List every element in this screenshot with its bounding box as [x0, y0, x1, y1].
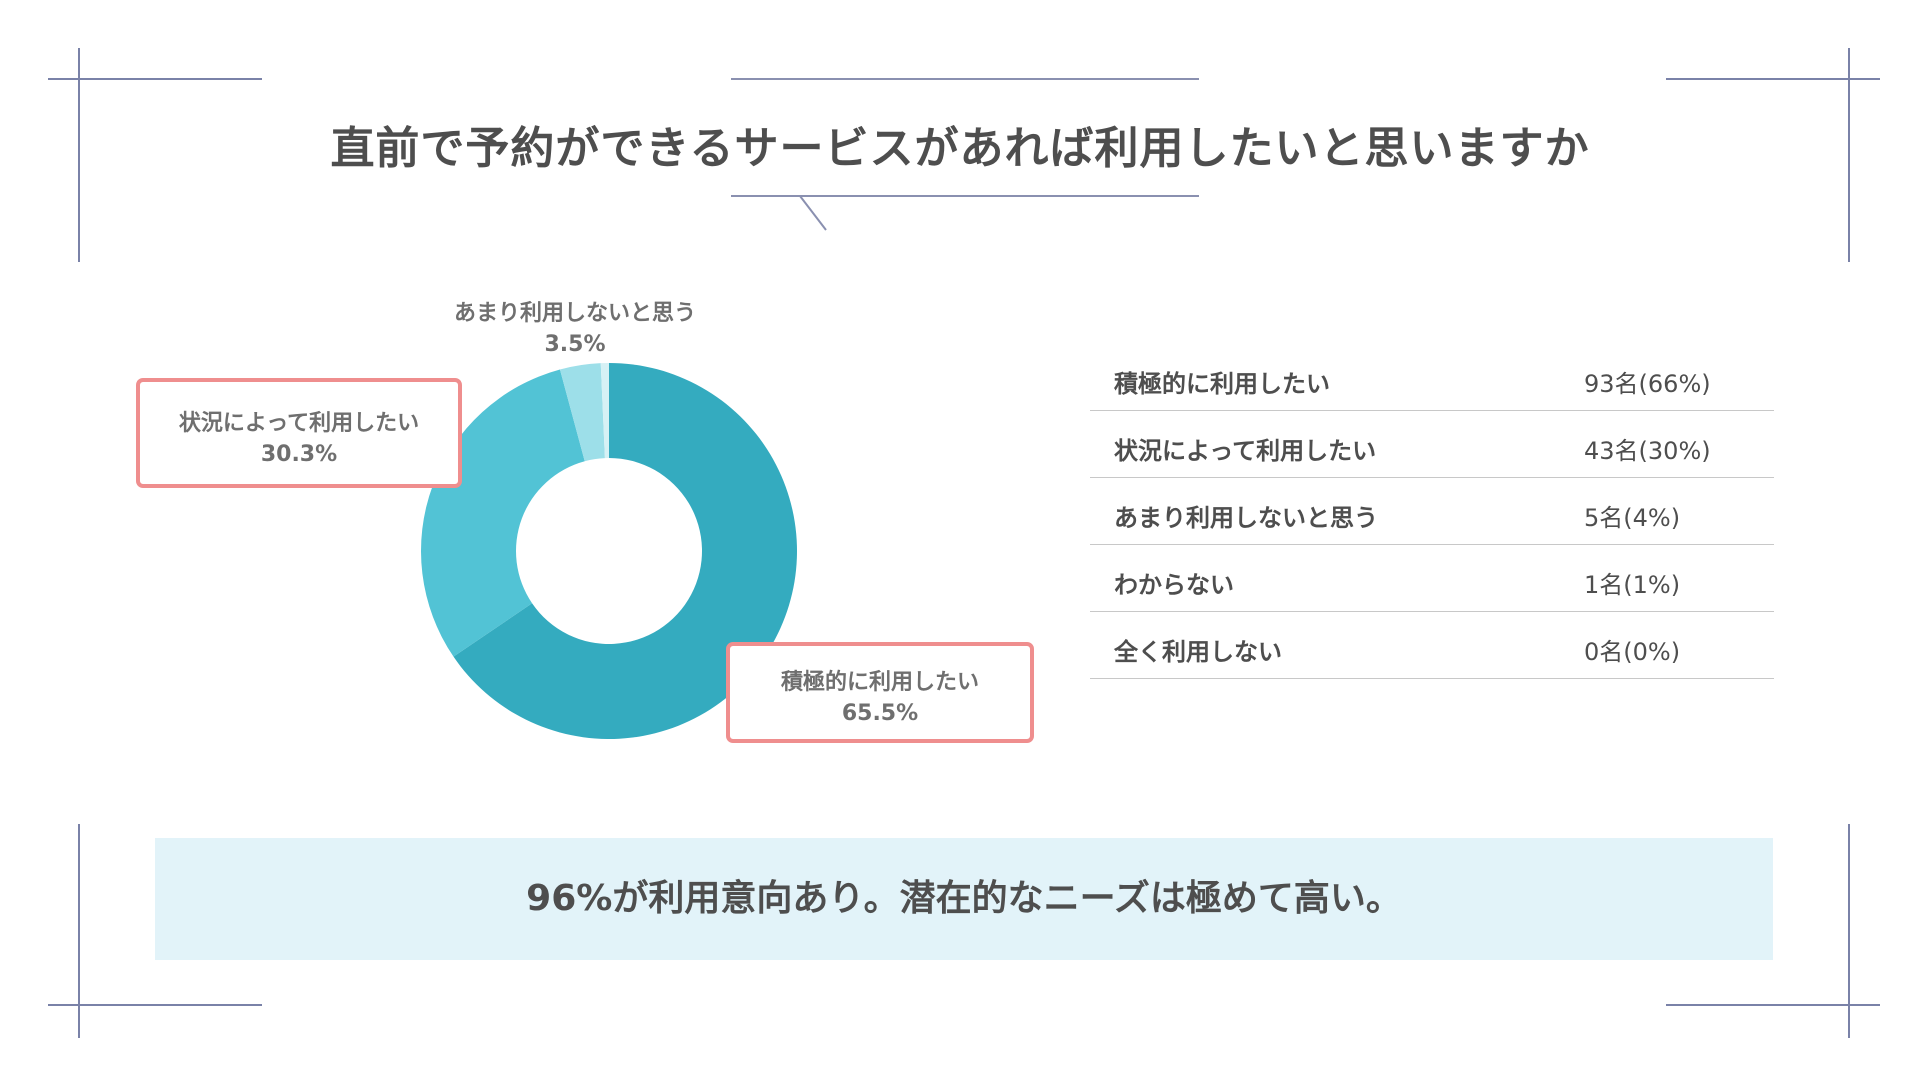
donut-slice-2 — [559, 363, 605, 462]
crop-mark — [1848, 824, 1850, 1038]
table-row-value: 1名(1%) — [1584, 571, 1681, 599]
crop-mark — [48, 1004, 262, 1006]
table-row-value: 43名(30%) — [1584, 437, 1711, 465]
crop-mark — [78, 48, 80, 262]
title-top-line — [731, 78, 1199, 80]
table-row: 積極的に利用したい 93名(66%) — [1090, 344, 1774, 411]
slice-label-value: 3.5% — [544, 332, 606, 357]
table-row: わからない 1名(1%) — [1090, 545, 1774, 612]
table-row-value: 5名(4%) — [1584, 504, 1681, 532]
table-row-value: 0名(0%) — [1584, 638, 1681, 666]
results-table: 積極的に利用したい 93名(66%) 状況によって利用したい 43名(30%) … — [1090, 344, 1774, 679]
donut-slice-3 — [600, 363, 609, 459]
table-row-label: 積極的に利用したい — [1114, 370, 1330, 398]
table-row: 状況によって利用したい 43名(30%) — [1090, 411, 1774, 478]
page-title: 直前で予約ができるサービスがあれば利用したいと思いますか — [330, 123, 1590, 174]
crop-mark — [1666, 1004, 1880, 1006]
table-row: 全く利用しない 0名(0%) — [1090, 612, 1774, 679]
donut-slice-0 — [453, 363, 797, 739]
slice-label-situational: 状況によって利用したい 30.3% — [136, 378, 462, 488]
title-bottom-line — [828, 195, 1199, 197]
conclusion-banner: 96%が利用意向あり。潜在的なニーズは極めて高い。 — [155, 838, 1773, 960]
slice-label-name: 状況によって利用したい — [178, 411, 420, 436]
table-row-label: 状況によって利用したい — [1114, 437, 1377, 465]
slice-label-rarely: あまり利用しないと思う 3.5% — [430, 298, 720, 360]
slice-label-name: あまり利用しないと思う — [453, 301, 696, 326]
title-bottom-line — [731, 195, 828, 197]
slice-label-value: 65.5% — [841, 701, 919, 726]
table-row: あまり利用しないと思う 5名(4%) — [1090, 478, 1774, 545]
crop-mark — [1666, 78, 1880, 80]
slice-label-value: 30.3% — [260, 442, 338, 467]
slice-label-active: 積極的に利用したい 65.5% — [726, 642, 1034, 743]
crop-mark — [78, 824, 80, 1038]
table-row-value: 93名(66%) — [1584, 370, 1711, 398]
table-row-label: わからない — [1114, 571, 1234, 599]
slice-label-name: 積極的に利用したい — [780, 670, 979, 695]
crop-mark — [48, 78, 262, 80]
table-row-label: 全く利用しない — [1114, 638, 1282, 666]
crop-mark — [1848, 48, 1850, 262]
table-row-label: あまり利用しないと思う — [1114, 504, 1378, 532]
